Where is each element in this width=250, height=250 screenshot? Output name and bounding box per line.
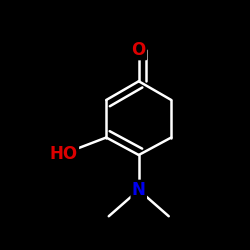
Text: O: O	[132, 41, 146, 59]
Text: HO: HO	[50, 145, 78, 163]
Text: N: N	[132, 181, 146, 199]
